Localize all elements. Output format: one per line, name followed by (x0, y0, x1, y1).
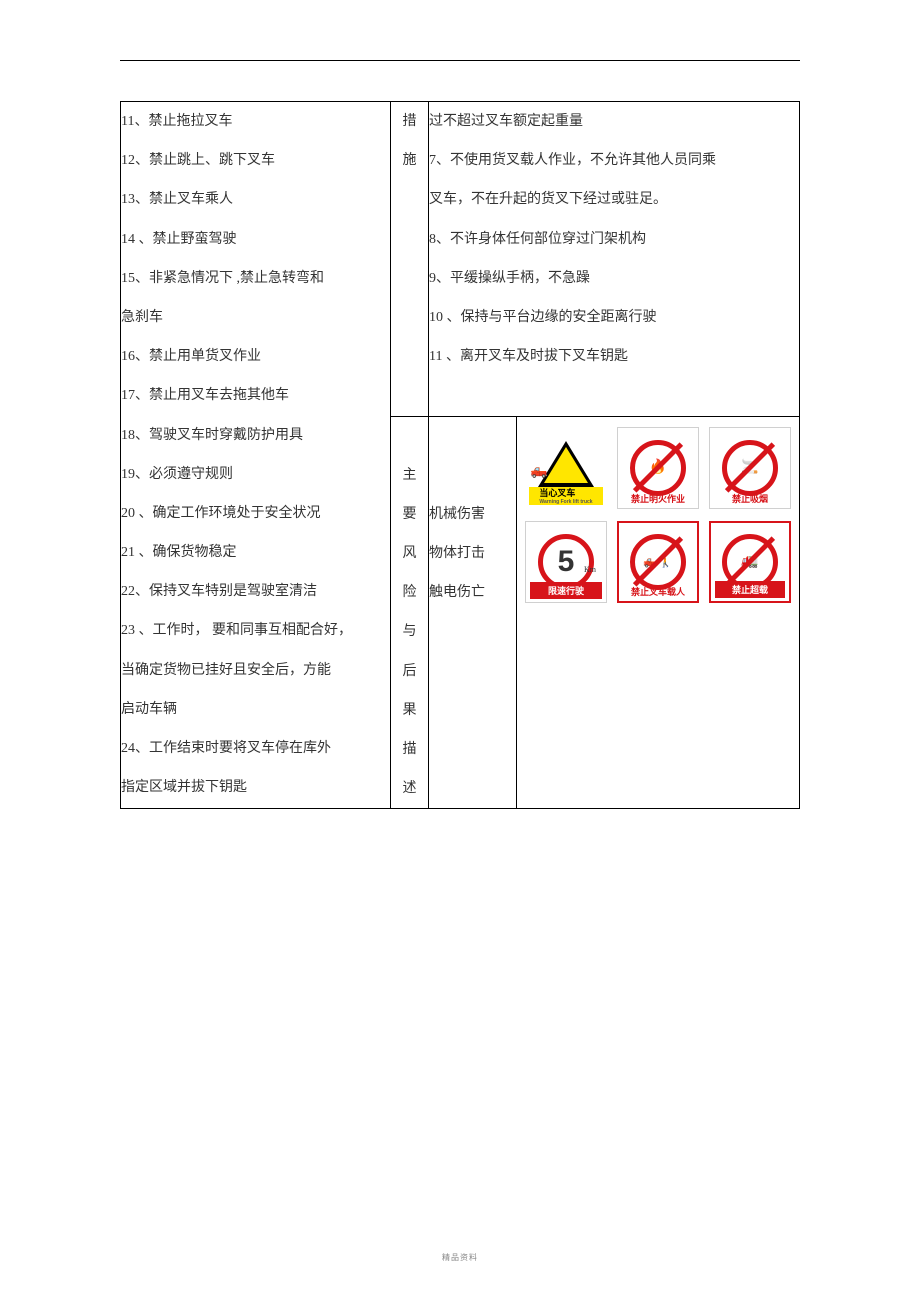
sign-row: 🛻 当心叉车 Warning Fork lift truck (525, 427, 791, 509)
page: 11、禁止拖拉叉车 12、禁止跳上、跳下叉车 13、禁止叉车乘人 14 、禁止野… (0, 0, 920, 809)
vchar (391, 417, 428, 456)
slash-icon (633, 536, 683, 586)
sign-no-passenger: 🛻🚶 禁止叉车载人 (617, 521, 699, 603)
prohibition-ring-icon: 🚬 (722, 440, 778, 496)
sign-no-overload: 🚛 禁止超载 (709, 521, 791, 603)
line: 22、保持叉车特别是驾驶室清洁 (121, 572, 390, 611)
vchar: 风 (391, 534, 428, 573)
sign-label: 禁止明火作业 (618, 492, 698, 505)
hazard: 机械伤害 (429, 495, 516, 534)
line: 10 、保持与平台边缘的安全距离行驶 (429, 298, 799, 337)
vchar: 述 (391, 769, 428, 808)
line: 7、不使用货叉载人作业，不允许其他人员同乘 (429, 141, 799, 180)
prohibition-ring-icon: 🛻🚶 (630, 534, 686, 590)
line: 9、平缓操纵手柄，不急躁 (429, 259, 799, 298)
speed-number: 5 (558, 545, 575, 579)
cell-measures-body: 过不超过叉车额定起重量 7、不使用货叉载人作业，不允许其他人员同乘 叉车，不在升… (429, 102, 800, 417)
sign-caution-forklift: 🛻 当心叉车 Warning Fork lift truck (525, 427, 607, 509)
line: 指定区域并拔下钥匙 (121, 768, 390, 807)
line: 21 、确保货物稳定 (121, 533, 390, 572)
vchar: 描 (391, 730, 428, 769)
main-table: 11、禁止拖拉叉车 12、禁止跳上、跳下叉车 13、禁止叉车乘人 14 、禁止野… (120, 101, 800, 809)
line: 14 、禁止野蛮驾驶 (121, 220, 390, 259)
line: 18、驾驶叉车时穿戴防护用具 (121, 416, 390, 455)
hazard: 触电伤亡 (429, 573, 516, 612)
cell-hazards: 机械伤害 物体打击 触电伤亡 (429, 416, 517, 809)
line: 12、禁止跳上、跳下叉车 (121, 141, 390, 180)
slash-icon (725, 536, 775, 586)
table-row: 11、禁止拖拉叉车 12、禁止跳上、跳下叉车 13、禁止叉车乘人 14 、禁止野… (121, 102, 800, 417)
line (429, 376, 799, 415)
sign-row: 5 Km 限速行驶 🛻🚶 禁止叉车载人 (525, 521, 791, 603)
vchar: 与 (391, 612, 428, 651)
sign-label: 当心叉车 Warning Fork lift truck (529, 487, 603, 505)
sign-no-smoking: 🚬 禁止吸烟 (709, 427, 791, 509)
vchar: 主 (391, 456, 428, 495)
sign-no-open-flame: 🔥 禁止明火作业 (617, 427, 699, 509)
line: 19、必须遵守规则 (121, 455, 390, 494)
vchar: 果 (391, 691, 428, 730)
prohibition-ring-icon: 🔥 (630, 440, 686, 496)
line: 23 、工作时， 要和同事互相配合好， (121, 611, 390, 650)
sign-speed-limit: 5 Km 限速行驶 (525, 521, 607, 603)
cell-prohibitions: 11、禁止拖拉叉车 12、禁止跳上、跳下叉车 13、禁止叉车乘人 14 、禁止野… (121, 102, 391, 809)
line: 8、不许身体任何部位穿过门架机构 (429, 220, 799, 259)
line: 11 、离开叉车及时拔下叉车钥匙 (429, 337, 799, 376)
vchar: 后 (391, 652, 428, 691)
line: 11、禁止拖拉叉车 (121, 102, 390, 141)
line: 启动车辆 (121, 690, 390, 729)
footer: 精品资料 (0, 1252, 920, 1263)
vchar: 措 (391, 102, 428, 141)
cell-measures-header: 措 施 (391, 102, 429, 417)
line: 过不超过叉车额定起重量 (429, 102, 799, 141)
line: 20 、确定工作环境处于安全状况 (121, 494, 390, 533)
line: 叉车，不在升起的货叉下经过或驻足。 (429, 180, 799, 219)
line: 24、工作结束时要将叉车停在库外 (121, 729, 390, 768)
cell-signs: 🛻 当心叉车 Warning Fork lift truck (517, 416, 800, 809)
speed-unit: Km (584, 565, 596, 574)
sign-label-text: 当心叉车 (539, 486, 592, 499)
slash-icon (725, 442, 775, 492)
line: 13、禁止叉车乘人 (121, 180, 390, 219)
sign-label: 禁止超载 (715, 581, 785, 598)
line (429, 417, 516, 456)
line: 15、非紧急情况下 ,禁止急转弯和 (121, 259, 390, 298)
hazard: 物体打击 (429, 534, 516, 573)
top-rule (120, 60, 800, 61)
line: 16、禁止用单货叉作业 (121, 337, 390, 376)
vchar: 施 (391, 141, 428, 180)
line: 17、禁止用叉车去拖其他车 (121, 376, 390, 415)
line: 当确定货物已挂好且安全后，方能 (121, 651, 390, 690)
line (429, 456, 516, 495)
vchar: 险 (391, 573, 428, 612)
sign-label: 限速行驶 (530, 582, 602, 599)
sign-label-sub: Warning Fork lift truck (539, 499, 592, 505)
cell-risks-header: 主 要 风 险 与 后 果 描 述 (391, 416, 429, 809)
warning-triangle-icon: 🛻 (538, 441, 594, 487)
vchar: 要 (391, 495, 428, 534)
sign-area: 🛻 当心叉车 Warning Fork lift truck (517, 417, 799, 613)
sign-label: 禁止吸烟 (710, 492, 790, 505)
line: 急刹车 (121, 298, 390, 337)
forklift-icon: 🛻 (530, 463, 547, 480)
slash-icon (633, 442, 683, 492)
sign-label: 禁止叉车载人 (619, 585, 697, 598)
